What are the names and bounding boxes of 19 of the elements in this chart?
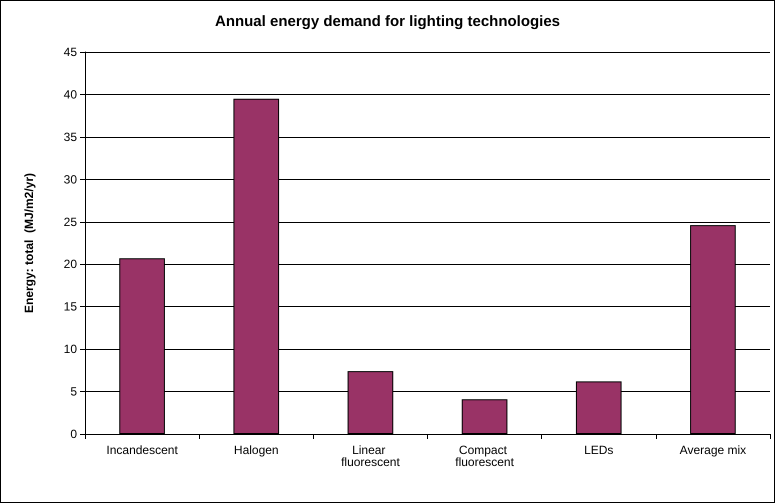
- bar: [462, 399, 508, 434]
- x-tick-label: Linear fluorescent: [341, 443, 400, 469]
- x-tick-label: Halogen: [234, 443, 279, 457]
- y-tick-label: 30: [64, 172, 78, 186]
- y-tick-label: 15: [64, 300, 78, 314]
- y-tick-label: 0: [70, 427, 78, 441]
- x-tick-label: Incandescent: [106, 443, 178, 457]
- y-tick-label: 25: [64, 214, 78, 229]
- y-tick-label: 5: [70, 384, 78, 399]
- x-tick-label: Average mix: [680, 443, 746, 457]
- y-tick-label: 20: [64, 257, 78, 272]
- y-tick-label: 45: [64, 45, 78, 59]
- y-tick-label: 35: [64, 130, 78, 144]
- x-tick-label: Compact fluorescent: [455, 443, 515, 469]
- y-tick-label: 40: [64, 87, 78, 102]
- x-tick-label: LEDs: [584, 443, 614, 457]
- chart-title: Annual energy demand for lighting technologies: [214, 13, 560, 30]
- y-axis-title: Energy: total (MJ/m2/yr): [22, 172, 36, 314]
- y-tick-label: 10: [64, 342, 78, 356]
